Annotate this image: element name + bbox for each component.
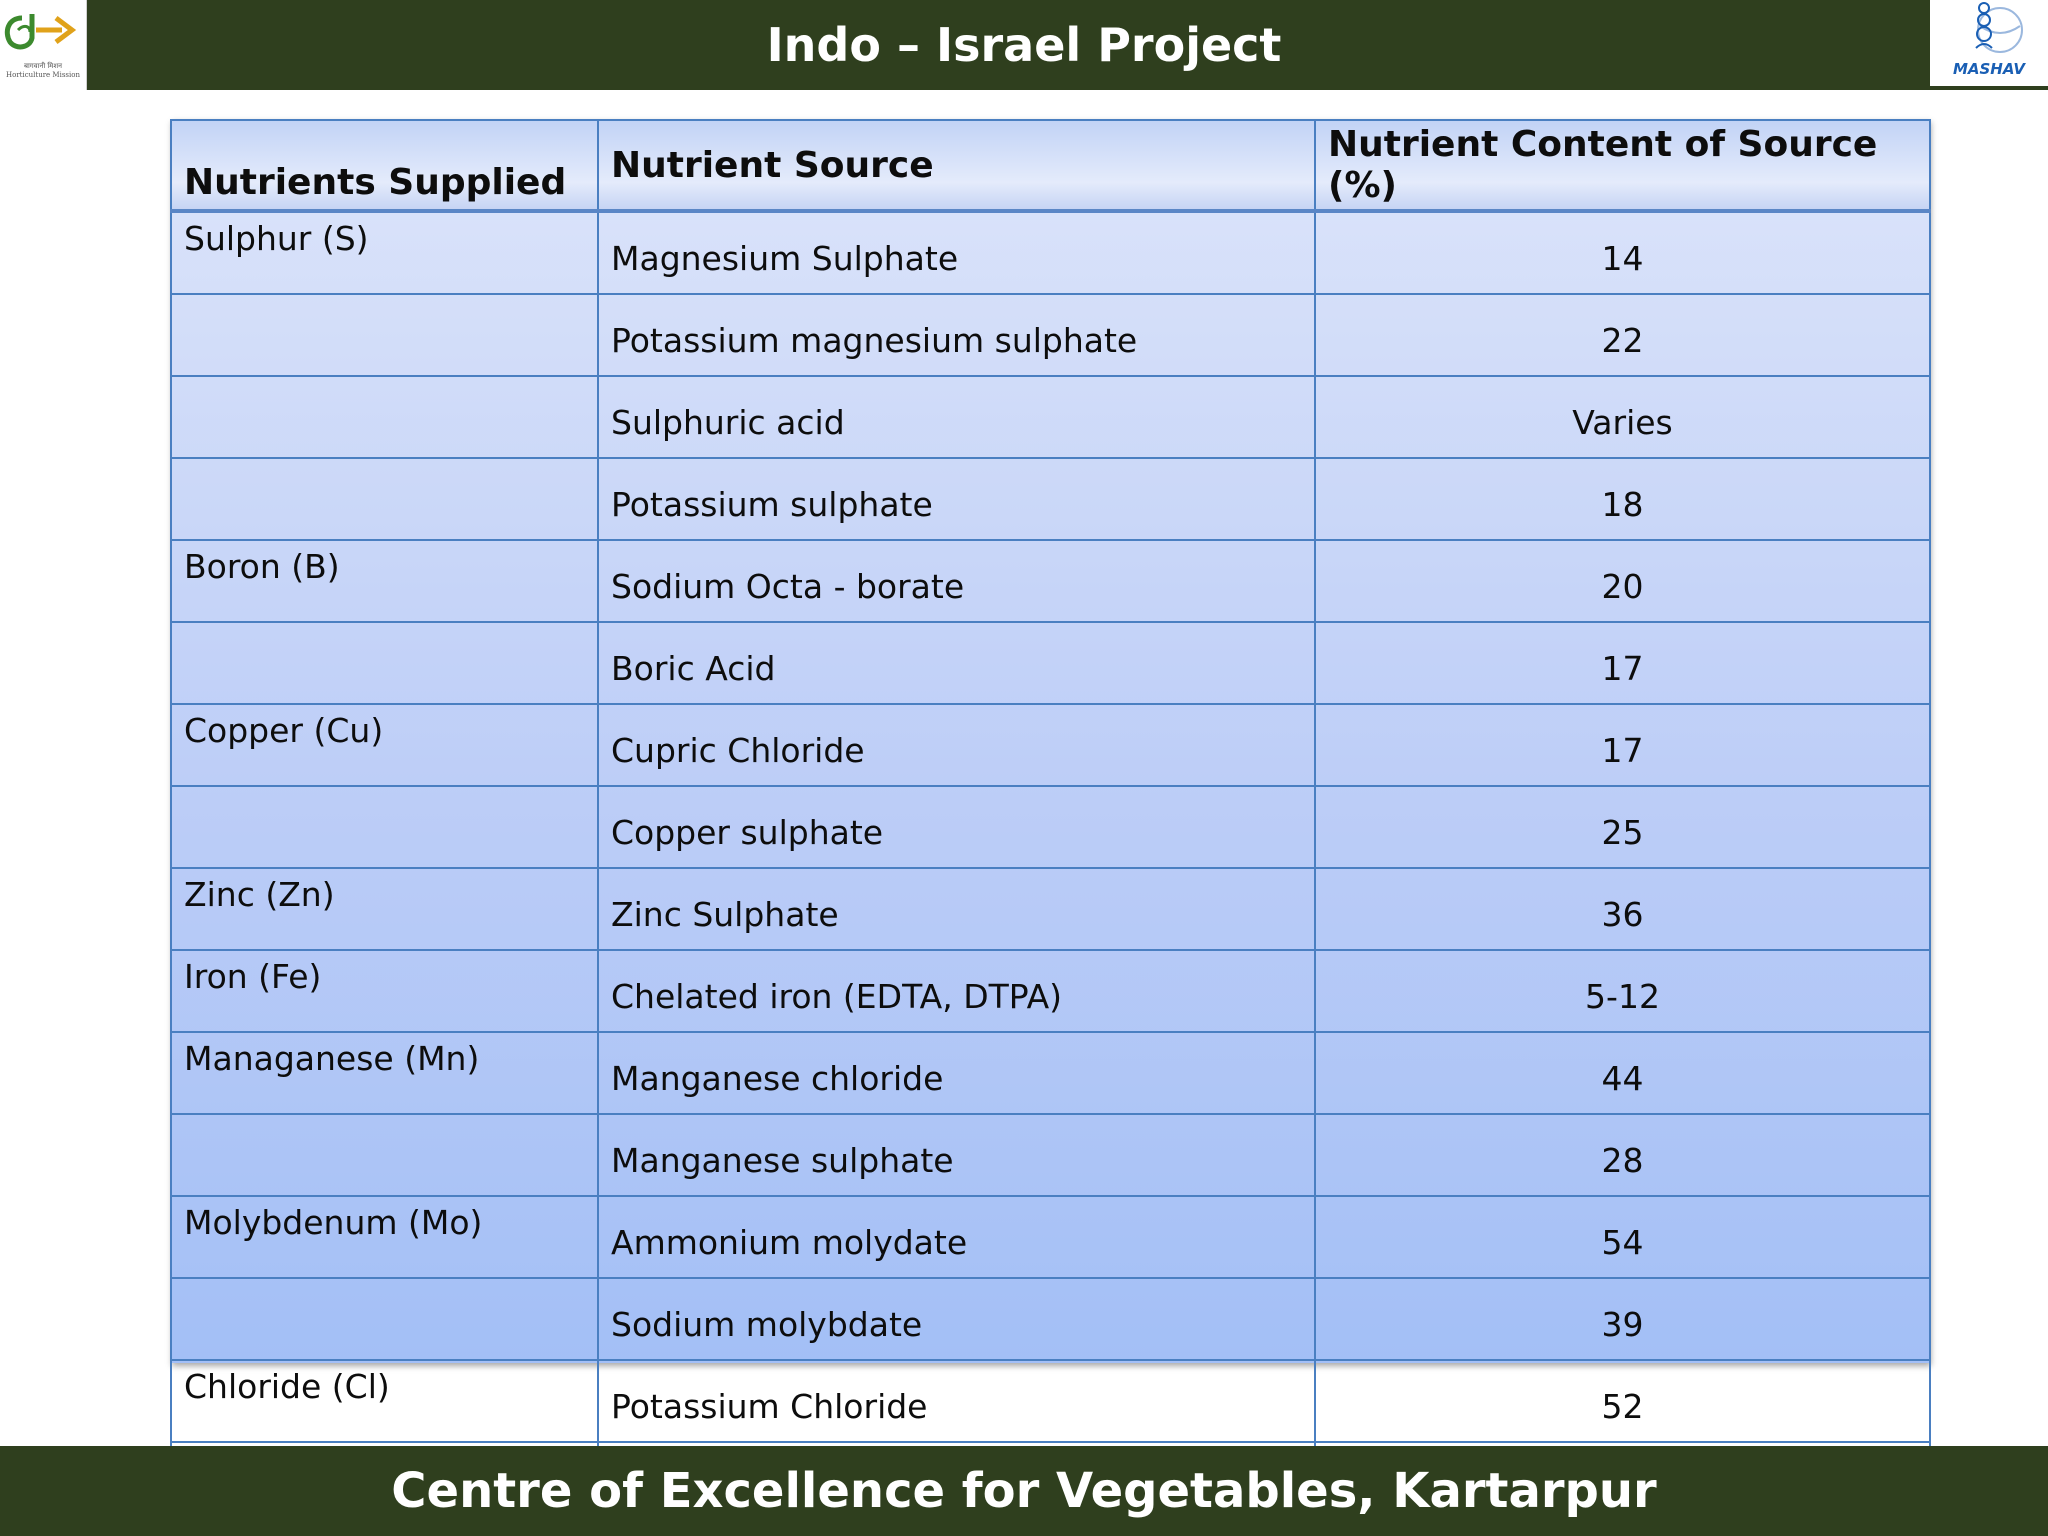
- table-header-row: Nutrients Supplied Nutrient Source Nutri…: [170, 119, 1931, 213]
- source-cell: Cupric Chloride: [597, 703, 1316, 787]
- header-bar: [0, 0, 2048, 90]
- table-row: Sulphur (S) Magnesium Sulphate 14: [170, 210, 1931, 295]
- footer-text: Centre of Excellence for Vegetables, Kar…: [391, 1463, 1657, 1519]
- content-cell: 54: [1314, 1195, 1931, 1279]
- content-cell: 39: [1314, 1277, 1931, 1361]
- content-cell: Varies: [1314, 375, 1931, 459]
- footer-bar: [0, 1446, 2048, 1536]
- page-title: Indo – Israel Project: [766, 18, 1282, 72]
- table-row: Sulphuric acid Varies: [170, 375, 1931, 459]
- content-cell: 18: [1314, 457, 1931, 541]
- nutrient-cell: [170, 1277, 599, 1361]
- header-nutrients-supplied: Nutrients Supplied: [170, 119, 599, 213]
- table-row: Potassium sulphate 18: [170, 457, 1931, 541]
- table-row: Boron (B) Sodium Octa - borate 20: [170, 539, 1931, 623]
- source-cell: Potassium sulphate: [597, 457, 1316, 541]
- content-cell: 28: [1314, 1113, 1931, 1197]
- nutrient-cell: [170, 785, 599, 869]
- source-cell: Ammonium molydate: [597, 1195, 1316, 1279]
- nutrient-cell: Managanese (Mn): [170, 1031, 599, 1115]
- source-cell: Boric Acid: [597, 621, 1316, 705]
- nutrient-table-container: Nutrients Supplied Nutrient Source Nutri…: [170, 119, 1931, 1525]
- source-cell: Potassium Chloride: [597, 1359, 1316, 1443]
- nutrient-cell: [170, 375, 599, 459]
- table-row: Managanese (Mn) Manganese chloride 44: [170, 1031, 1931, 1115]
- table-row: Manganese sulphate 28: [170, 1113, 1931, 1197]
- leaf-arrow-icon: [4, 14, 77, 50]
- table-row: Copper (Cu) Cupric Chloride 17: [170, 703, 1931, 787]
- source-cell: Copper sulphate: [597, 785, 1316, 869]
- header-nutrient-content: Nutrient Content of Source (%): [1314, 119, 1931, 213]
- nutrient-cell: Zinc (Zn): [170, 867, 599, 951]
- mashav-label: MASHAV: [1952, 60, 2026, 78]
- table-row: Zinc (Zn) Zinc Sulphate 36: [170, 867, 1931, 951]
- table-row: Chloride (Cl) Potassium Chloride 52: [170, 1359, 1931, 1443]
- content-cell: 36: [1314, 867, 1931, 951]
- table-row: Boric Acid 17: [170, 621, 1931, 705]
- source-cell: Manganese sulphate: [597, 1113, 1316, 1197]
- content-cell: 22: [1314, 293, 1931, 377]
- content-cell: 5-12: [1314, 949, 1931, 1033]
- mashav-logo: MASHAV: [1930, 0, 2048, 86]
- source-cell: Sodium Octa - borate: [597, 539, 1316, 623]
- table-row: Molybdenum (Mo) Ammonium molydate 54: [170, 1195, 1931, 1279]
- content-cell: 17: [1314, 703, 1931, 787]
- source-cell: Zinc Sulphate: [597, 867, 1316, 951]
- table-row: Potassium magnesium sulphate 22: [170, 293, 1931, 377]
- nutrient-cell: Molybdenum (Mo): [170, 1195, 599, 1279]
- nutrient-cell: Sulphur (S): [170, 210, 599, 295]
- table-row: Copper sulphate 25: [170, 785, 1931, 869]
- nutrient-cell: Chloride (Cl): [170, 1359, 599, 1443]
- nutrient-cell: [170, 621, 599, 705]
- source-cell: Sulphuric acid: [597, 375, 1316, 459]
- source-cell: Manganese chloride: [597, 1031, 1316, 1115]
- nutrient-cell: [170, 457, 599, 541]
- content-cell: 44: [1314, 1031, 1931, 1115]
- content-cell: 14: [1314, 210, 1931, 295]
- header-nutrient-source: Nutrient Source: [597, 119, 1316, 213]
- content-cell: 52: [1314, 1359, 1931, 1443]
- horticulture-mission-logo: बागवानी मिशन Horticulture Mission: [0, 0, 87, 90]
- content-cell: 20: [1314, 539, 1931, 623]
- nutrient-cell: Iron (Fe): [170, 949, 599, 1033]
- nutrient-cell: [170, 293, 599, 377]
- globe-figure-icon: [1975, 2, 2023, 53]
- logo-caption: बागवानी मिशन Horticulture Mission: [6, 62, 80, 79]
- source-cell: Magnesium Sulphate: [597, 210, 1316, 295]
- content-cell: 17: [1314, 621, 1931, 705]
- table-row: Sodium molybdate 39: [170, 1277, 1931, 1361]
- source-cell: Potassium magnesium sulphate: [597, 293, 1316, 377]
- nutrient-table: Nutrients Supplied Nutrient Source Nutri…: [170, 119, 1931, 1525]
- nutrient-cell: Copper (Cu): [170, 703, 599, 787]
- source-cell: Chelated iron (EDTA, DTPA): [597, 949, 1316, 1033]
- nutrient-cell: [170, 1113, 599, 1197]
- nutrient-cell: Boron (B): [170, 539, 599, 623]
- content-cell: 25: [1314, 785, 1931, 869]
- table-row: Iron (Fe) Chelated iron (EDTA, DTPA) 5-12: [170, 949, 1931, 1033]
- source-cell: Sodium molybdate: [597, 1277, 1316, 1361]
